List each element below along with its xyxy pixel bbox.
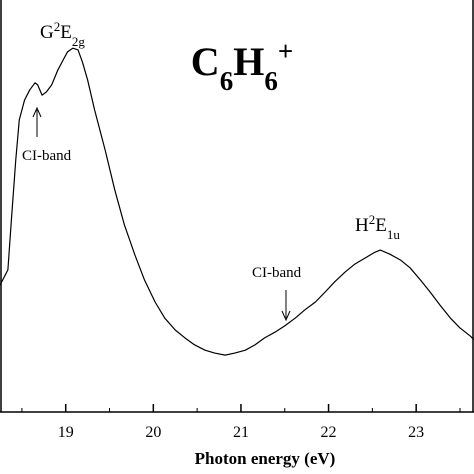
- text-part: CI-band: [252, 265, 302, 281]
- text-part: CI-band: [22, 148, 72, 164]
- x-axis-label: Photon energy (eV): [195, 449, 336, 468]
- text-part: H: [355, 215, 369, 236]
- annotation: CI-band: [252, 265, 302, 281]
- arrow: [32, 106, 42, 137]
- text-part: H: [233, 39, 264, 84]
- text-part: C: [191, 39, 220, 84]
- text-part: 2g: [72, 34, 86, 49]
- x-tick-label: 23: [408, 424, 424, 441]
- text-part: 2: [369, 212, 376, 227]
- x-tick-label: 20: [145, 424, 161, 441]
- chart-title: C6H6+: [191, 36, 293, 96]
- text-part: E: [375, 215, 387, 236]
- annotation: H2E1u: [355, 212, 400, 242]
- text-part: G: [40, 22, 54, 43]
- text-part: 2: [54, 19, 61, 34]
- x-tick-label: 19: [58, 424, 74, 441]
- text-part: 1u: [387, 227, 401, 242]
- text-part: 6: [220, 66, 234, 96]
- arrow: [281, 290, 291, 322]
- x-tick-label: 21: [233, 424, 249, 441]
- annotation: CI-band: [22, 148, 72, 164]
- text-part: E: [60, 22, 72, 43]
- text-part: 6: [264, 66, 278, 96]
- spectrum-line: [0, 47, 474, 356]
- annotation: G2E2g: [40, 19, 85, 49]
- text-part: +: [278, 36, 293, 66]
- x-tick-label: 22: [321, 424, 337, 441]
